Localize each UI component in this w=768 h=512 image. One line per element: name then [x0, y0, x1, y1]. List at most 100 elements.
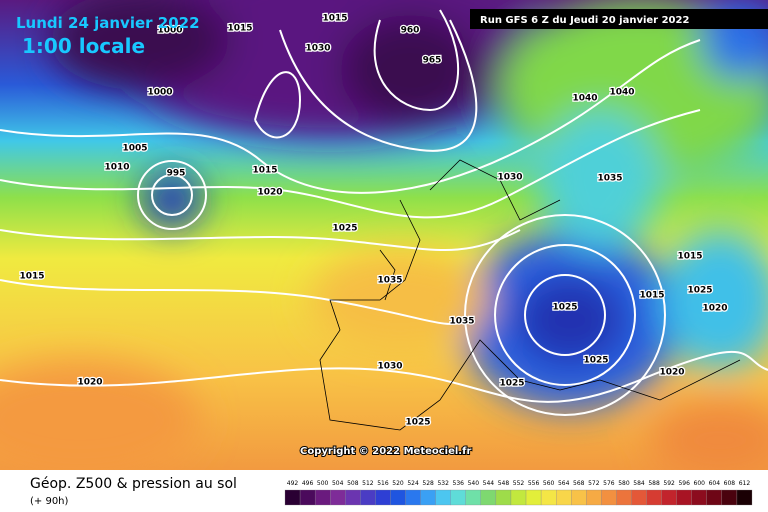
colorbar-swatch [721, 489, 738, 506]
colorbar-label: 516 [377, 480, 389, 487]
isobar-label: 1020 [702, 304, 727, 314]
colorbar-swatch [676, 489, 692, 506]
colorbar-label: 568 [573, 480, 585, 487]
isobar-label: 1030 [377, 362, 402, 372]
isobar-label: 1035 [449, 317, 474, 327]
colorbar-label: 584 [633, 480, 645, 487]
colorbar-swatch [706, 489, 723, 506]
colorbar-label: 592 [663, 480, 675, 487]
isobar-label: 1010 [104, 163, 129, 173]
colorbar-label: 492 [287, 480, 299, 487]
isobar-label: 995 [167, 169, 186, 179]
isobar-label: 1015 [639, 291, 664, 301]
footer-lead: (+ 90h) [30, 496, 69, 507]
colorbar-swatch [345, 489, 361, 506]
colorbar-swatch [480, 489, 497, 506]
colorbar-label: 612 [739, 480, 751, 487]
colorbar-swatch [330, 489, 346, 506]
footer-title: Géop. Z500 & pression au sol [30, 476, 237, 492]
isobar-label: 1040 [572, 94, 597, 104]
isobar-label: 1005 [122, 144, 147, 154]
colorbar-label: 500 [317, 480, 329, 487]
colorbar-label: 520 [392, 480, 404, 487]
isobar-label: 1015 [677, 252, 702, 262]
colorbar-swatch [571, 489, 587, 506]
isobar-label: 1025 [552, 303, 577, 313]
isobar-label: 1035 [377, 276, 402, 286]
isobar-label: 1015 [322, 14, 347, 24]
colorbar-swatch [525, 489, 542, 506]
colorbar-swatch [314, 489, 331, 506]
colorbar-label: 528 [422, 480, 434, 487]
colorbar-swatch [284, 489, 301, 506]
colorbar-swatch [375, 489, 391, 506]
run-banner [470, 9, 768, 29]
colorbar-label: 524 [407, 480, 419, 487]
isobar-label: 1025 [687, 286, 712, 296]
colorbar-label: 600 [694, 480, 706, 487]
colorbar-swatch [405, 489, 421, 506]
colorbar-label: 552 [513, 480, 525, 487]
colorbar-label: 596 [678, 480, 690, 487]
colorbar-swatch [299, 489, 316, 506]
forecast-date: Lundi 24 janvier 2022 [16, 14, 200, 32]
isobar-label: 1015 [252, 166, 277, 176]
colorbar-label: 572 [588, 480, 600, 487]
colorbar-label: 580 [618, 480, 630, 487]
isobars [0, 9, 768, 416]
colorbar-label: 608 [724, 480, 736, 487]
colorbar-label: 564 [558, 480, 570, 487]
isobar-label: 1020 [77, 378, 102, 388]
colorbar-swatch [661, 489, 677, 506]
colorbar-label: 540 [468, 480, 480, 487]
colorbar-swatch [420, 489, 436, 506]
colorbar-label: 496 [302, 480, 314, 487]
isobar-label: 1020 [659, 368, 684, 378]
colorbar-swatch [465, 489, 481, 506]
isobar-label: 1020 [257, 188, 282, 198]
colorbar-label: 532 [437, 480, 449, 487]
isobar-label: 1030 [305, 44, 330, 54]
isobar-label: 1015 [227, 24, 252, 34]
isobar-label: 1040 [609, 88, 634, 98]
colorbar-label: 556 [528, 480, 540, 487]
colorbar-swatch [450, 489, 466, 506]
copyright: Copyright © 2022 Meteociel.fr [300, 446, 471, 457]
colorbar-swatch [631, 489, 647, 506]
isobar-label: 1035 [597, 174, 622, 184]
isobar-label: 1025 [499, 379, 524, 389]
colorbar-swatch [556, 489, 572, 506]
isobar-label: 1000 [157, 26, 182, 36]
isobar-label: 1030 [497, 173, 522, 183]
colorbar-swatch [616, 489, 632, 506]
colorbar-swatch [736, 489, 753, 506]
colorbar-swatch [691, 489, 707, 506]
isobar-label: 1025 [583, 356, 608, 366]
isobar-label: 1000 [147, 88, 172, 98]
colorbar-swatch [646, 489, 662, 506]
colorbar-label: 576 [603, 480, 615, 487]
colorbar-label: 544 [483, 480, 495, 487]
colorbar-swatch [510, 489, 527, 506]
colorbar: 492 496 500 504 508 512 516 520 524 528 532 536 540 5… [284, 480, 753, 506]
isobar-label: 965 [423, 56, 442, 66]
colorbar-label: 512 [362, 480, 374, 487]
run-info: Run GFS 6 Z du Jeudi 20 janvier 2022 [480, 15, 689, 26]
colorbar-label: 604 [709, 480, 721, 487]
colorbar-swatch [601, 489, 617, 506]
colorbar-swatch [435, 489, 451, 506]
forecast-time: 1:00 locale [22, 34, 145, 58]
colorbar-swatch [495, 489, 512, 506]
colorbar-swatch [540, 489, 557, 506]
isobar-label: 1025 [332, 224, 357, 234]
isobar-label: 1015 [19, 272, 44, 282]
colorbar-label: 536 [453, 480, 465, 487]
isobar-label: 1025 [405, 418, 430, 428]
colorbar-label: 560 [543, 480, 555, 487]
colorbar-swatch [360, 489, 376, 506]
isobar-label: 960 [401, 26, 420, 36]
colorbar-label: 548 [498, 480, 510, 487]
colorbar-swatch [586, 489, 602, 506]
colorbar-label: 588 [648, 480, 660, 487]
